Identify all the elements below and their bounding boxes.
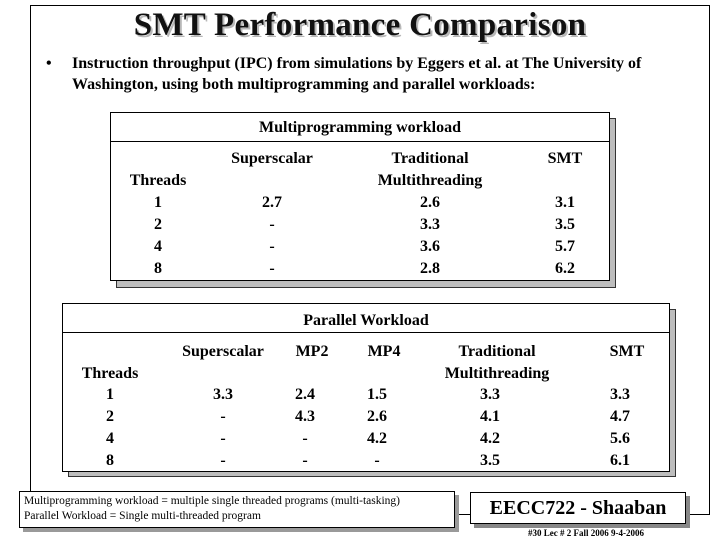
- parallel-smt-column: 3.3 4.7 5.6 6.1: [585, 384, 655, 472]
- parallel-col-mp4: MP4: [367, 343, 401, 360]
- parallel-mp2-value: -: [302, 452, 308, 469]
- parallel-col-mp2: MP2: [295, 343, 329, 360]
- parallel-threads-label: Threads: [81, 365, 139, 382]
- parallel-mp2-value: 2.4: [295, 386, 315, 403]
- multi-col-multithreading: Multithreading: [377, 172, 483, 189]
- parallel-smt-value: 3.3: [610, 386, 630, 403]
- parallel-superscalar-value: 3.3: [213, 386, 233, 403]
- slide-title: SMT Performance Comparison: [133, 7, 587, 43]
- parallel-table-body: [62, 332, 670, 472]
- parallel-mp4-value: 1.5: [367, 386, 387, 403]
- bullet-marker: •: [46, 55, 52, 72]
- parallel-mp2-value: -: [302, 430, 308, 447]
- multi-superscalar-value: 2.7: [262, 194, 282, 211]
- note-line-parallel: Parallel Workload = Single multi-threade…: [24, 510, 261, 522]
- multi-smt-value: 3.1: [555, 194, 575, 211]
- multi-traditional-value: 2.6: [420, 194, 440, 211]
- parallel-table-header: [62, 303, 670, 333]
- multi-superscalar-value: -: [269, 238, 275, 255]
- parallel-table-heading: Parallel Workload: [303, 312, 429, 329]
- multi-table-heading: Multiprogramming workload: [259, 119, 461, 136]
- multi-thread-2: 2: [154, 216, 162, 233]
- multi-threads-column: 1 2 4 8: [118, 192, 198, 280]
- parallel-thread-1: 1: [106, 386, 114, 403]
- slide-footer: #30 Lec # 2 Fall 2006 9-4-2006: [528, 528, 644, 538]
- parallel-smt-value: 5.6: [610, 430, 630, 447]
- parallel-superscalar-value: -: [220, 408, 226, 425]
- parallel-col-traditional: Traditional: [458, 343, 536, 360]
- multi-smt-value: 6.2: [555, 260, 575, 277]
- parallel-smt-value: 4.7: [610, 408, 630, 425]
- multi-thread-8: 8: [154, 260, 162, 277]
- multi-superscalar-column: 2.7 - - -: [222, 192, 322, 280]
- workload-note: Multiprogramming workload = multiple sin…: [19, 491, 455, 528]
- multi-traditional-value: 3.6: [420, 238, 440, 255]
- multi-col-superscalar: Superscalar: [231, 150, 313, 167]
- multi-traditional-value: 2.8: [420, 260, 440, 277]
- multi-table-body: [110, 141, 610, 281]
- multi-superscalar-value: -: [269, 216, 275, 233]
- parallel-mp4-value: 4.2: [367, 430, 387, 447]
- multi-smt-column: 3.1 3.5 5.7 6.2: [530, 192, 600, 280]
- course-brand: EECC722 - Shaaban: [470, 492, 686, 524]
- parallel-col-smt: SMT: [609, 343, 645, 360]
- parallel-traditional-value: 3.5: [480, 452, 500, 469]
- parallel-mp4-value: -: [374, 452, 380, 469]
- parallel-mp2-value: 4.3: [295, 408, 315, 425]
- parallel-traditional-column: 3.3 4.1 4.2 3.5: [435, 384, 545, 472]
- parallel-mp4-column: 1.5 2.6 4.2 -: [347, 384, 407, 472]
- note-line-multiprogramming: Multiprogramming workload = multiple sin…: [24, 495, 401, 507]
- parallel-threads-column: 1 2 4 8: [70, 384, 150, 472]
- intro-text: Instruction throughput (IPC) from simula…: [72, 55, 642, 93]
- parallel-thread-4: 4: [106, 430, 114, 447]
- parallel-superscalar-value: -: [220, 430, 226, 447]
- parallel-thread-8: 8: [106, 452, 114, 469]
- parallel-traditional-value: 4.1: [480, 408, 500, 425]
- multi-traditional-value: 3.3: [420, 216, 440, 233]
- multi-smt-value: 5.7: [555, 238, 575, 255]
- parallel-traditional-value: 4.2: [480, 430, 500, 447]
- multi-table-header: [110, 112, 610, 142]
- parallel-col-superscalar: Superscalar: [182, 343, 264, 360]
- multi-thread-4: 4: [154, 238, 162, 255]
- parallel-mp2-column: 2.4 4.3 - -: [275, 384, 335, 472]
- multi-col-smt: SMT: [547, 150, 583, 167]
- parallel-traditional-value: 3.3: [480, 386, 500, 403]
- parallel-smt-value: 6.1: [610, 452, 630, 469]
- multi-col-traditional: Traditional: [391, 150, 469, 167]
- parallel-superscalar-column: 3.3 - - -: [183, 384, 263, 472]
- multi-threads-label: Threads: [129, 172, 187, 189]
- parallel-col-multithreading: Multithreading: [444, 365, 550, 382]
- multi-traditional-column: 2.6 3.3 3.6 2.8: [375, 192, 485, 280]
- multi-smt-value: 3.5: [555, 216, 575, 233]
- parallel-superscalar-value: -: [220, 452, 226, 469]
- parallel-mp4-value: 2.6: [367, 408, 387, 425]
- multi-thread-1: 1: [154, 194, 162, 211]
- multi-superscalar-value: -: [269, 260, 275, 277]
- parallel-thread-2: 2: [106, 408, 114, 425]
